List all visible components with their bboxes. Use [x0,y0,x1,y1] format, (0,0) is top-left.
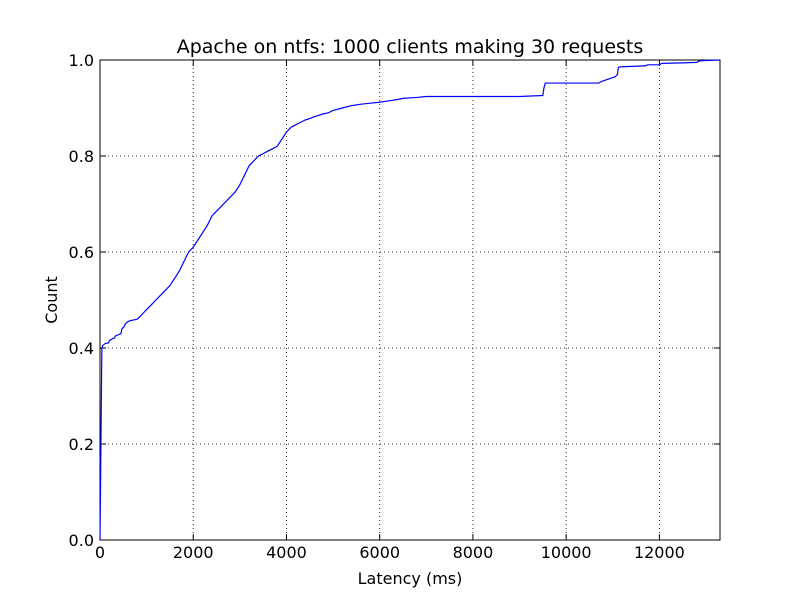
y-tick-label: 0.0 [69,531,94,550]
x-tick-label: 0 [95,543,105,562]
y-tick-label: 0.6 [69,243,94,262]
y-tick-label: 0.8 [69,147,94,166]
x-tick-label: 10000 [541,543,592,562]
y-tick-label: 0.4 [69,339,94,358]
x-axis-title: Latency (ms) [358,569,463,588]
x-tick-label: 12000 [634,543,685,562]
axis-ticks: 0 2000 4000 6000 8000 10000 12000 0.0 0.2 0.4 0.6 0… [69,51,720,562]
y-axis-title: Count [42,276,61,324]
y-tick-label: 0.2 [69,435,94,454]
y-tick-label: 1.0 [69,51,94,70]
x-tick-label: 6000 [359,543,400,562]
plot-area-frame [99,59,721,541]
series-line-0 [99,59,721,541]
x-tick-label: 4000 [266,543,307,562]
chart-title: Apache on ntfs: 1000 clients making 30 r… [177,36,644,58]
series-layer [99,59,721,541]
grid-lines [100,60,720,540]
x-tick-label: 2000 [173,543,214,562]
x-tick-label: 8000 [453,543,494,562]
